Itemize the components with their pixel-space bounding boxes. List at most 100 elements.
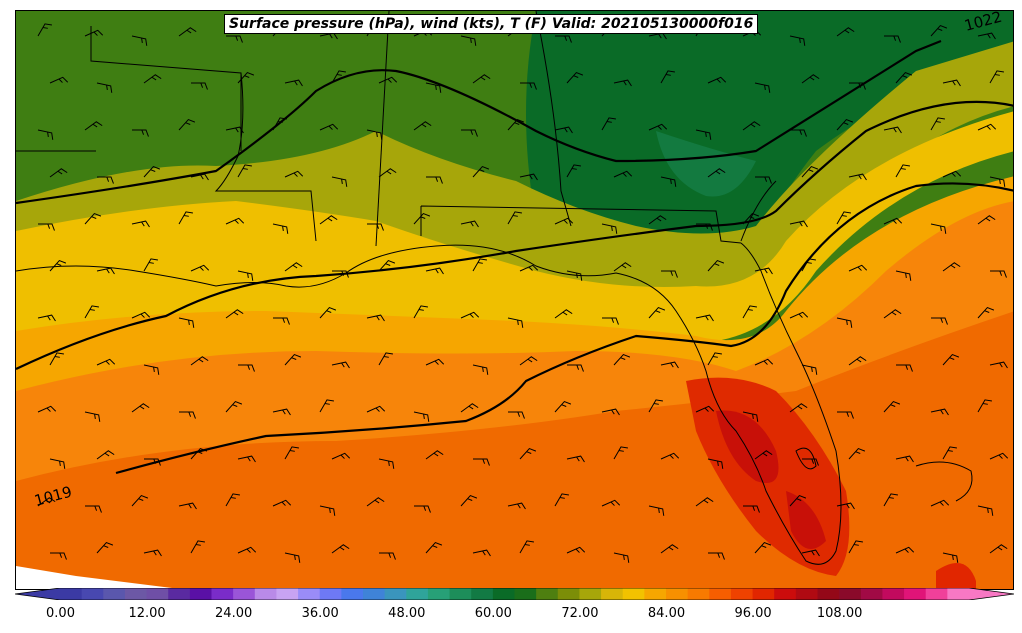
colorbar-segment — [514, 588, 537, 600]
wind-barb — [366, 405, 386, 413]
colorbar-segment — [882, 588, 905, 600]
wind-barb — [143, 364, 160, 375]
bahamas — [915, 461, 973, 502]
colorbar-segment — [687, 588, 710, 600]
zone-dark-red — [716, 410, 779, 483]
colorbar-segment — [774, 588, 797, 600]
colorbar-segment — [298, 588, 321, 600]
colorbar-segment — [730, 588, 754, 600]
colorbar-tick-label: 12.00 — [128, 606, 166, 621]
wind-barb — [190, 264, 210, 272]
wind-barb — [601, 408, 620, 416]
wind-barb — [178, 317, 195, 328]
wind-barb — [660, 176, 677, 187]
wind-barb — [319, 123, 339, 131]
wind-barb — [50, 552, 67, 560]
wind-barb — [801, 74, 820, 84]
wind-barb — [566, 455, 585, 463]
wind-barb — [520, 82, 537, 90]
wind-barb — [191, 82, 208, 90]
wind-barb — [790, 129, 807, 137]
colorbar-segment — [168, 588, 191, 600]
wind-barb — [366, 129, 383, 140]
wind-barb — [977, 505, 994, 516]
wind-barb — [930, 499, 950, 507]
wind-barb — [989, 176, 1006, 187]
colorbar-segment — [427, 588, 451, 600]
wind-barb — [896, 364, 913, 372]
wind-barb — [507, 119, 525, 131]
wind-barb — [789, 35, 806, 46]
colorbar-segment — [211, 588, 234, 600]
wind-barb — [225, 401, 243, 413]
wind-barb — [601, 117, 616, 131]
wind-barb — [695, 497, 714, 507]
colorbar-segment — [254, 588, 278, 600]
wind-barb — [754, 542, 772, 554]
wind-barb — [883, 493, 898, 507]
wind-barb — [895, 455, 914, 463]
wind-barb — [237, 455, 256, 463]
wind-barb — [413, 121, 432, 131]
wind-barb — [49, 352, 64, 366]
colorbar-segment — [449, 588, 472, 600]
wind-barb — [883, 217, 903, 225]
wind-barb — [273, 317, 290, 325]
zone-upper-dark-green — [526, 11, 1013, 263]
wind-barb — [366, 314, 385, 322]
wind-barb — [284, 354, 302, 366]
colorbar-segment — [384, 588, 407, 600]
colorbar-extend-low — [15, 588, 60, 600]
wind-barb — [425, 542, 443, 554]
wind-barb — [190, 356, 209, 366]
wind-barb — [895, 164, 910, 178]
wind-barb — [96, 82, 113, 93]
wind-barb — [977, 307, 995, 319]
wind-barb — [378, 260, 396, 272]
temperature-fill — [16, 11, 1013, 589]
wind-barb — [990, 270, 1007, 278]
colorbar-segment — [233, 588, 256, 600]
wind-barb — [144, 458, 161, 466]
wind-barb — [378, 352, 393, 366]
wind-barb — [49, 260, 67, 272]
wind-barb — [884, 35, 901, 43]
wind-barb — [413, 213, 431, 225]
wind-barb — [930, 117, 945, 131]
wind-barb — [555, 35, 572, 43]
wind-barb — [85, 505, 102, 513]
isobar-middle — [16, 100, 1013, 370]
colorbar-segment — [189, 588, 213, 600]
zone-dark-green-core — [656, 131, 756, 197]
wind-barb — [472, 166, 490, 178]
wind-barb — [789, 403, 808, 413]
wind-barb — [613, 262, 632, 272]
border-ga-coast — [740, 180, 777, 242]
colorbar-tick-label: 96.00 — [734, 606, 772, 621]
wind-barb — [519, 540, 534, 554]
wind-barb — [460, 495, 478, 507]
wind-barb — [789, 311, 809, 319]
wind-barb — [989, 544, 1008, 554]
wind-barb — [507, 317, 524, 328]
colorbar-segment — [103, 588, 126, 600]
colorbar-segment — [709, 588, 732, 600]
colorbar-segment — [579, 588, 602, 600]
wind-barb — [131, 220, 150, 228]
colorbar-segment — [601, 588, 624, 600]
wind-barb — [613, 354, 631, 366]
map-panel: 1019 1022 — [15, 10, 1014, 590]
colorbar-tick-label: 84.00 — [647, 606, 686, 621]
isobar-lower — [115, 182, 1013, 475]
colorbar-segment — [536, 588, 559, 600]
colorbar-segment — [925, 588, 948, 600]
wind-barb — [225, 309, 244, 319]
wind-barb — [883, 401, 901, 413]
wind-barb — [601, 223, 618, 234]
wind-barb — [707, 76, 727, 84]
wind-barb — [801, 549, 820, 557]
wind-barb — [519, 264, 539, 272]
wind-barb — [425, 82, 442, 93]
wind-barb — [977, 399, 992, 413]
wind-barb — [566, 270, 583, 281]
